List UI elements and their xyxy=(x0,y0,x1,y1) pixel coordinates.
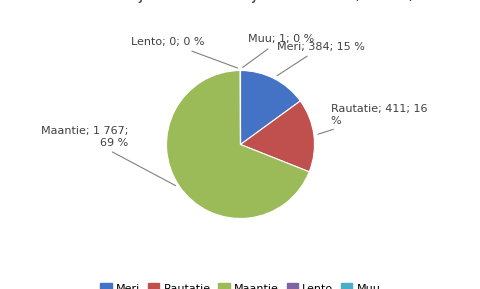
Wedge shape xyxy=(240,101,314,172)
Title: Vientikuljetukset Venäjälle v.2012 (1000t): Vientikuljetukset Venäjälle v.2012 (1000… xyxy=(67,0,413,3)
Text: Maantie; 1 767;
69 %: Maantie; 1 767; 69 % xyxy=(41,126,175,186)
Wedge shape xyxy=(240,71,300,144)
Text: Meri; 384; 15 %: Meri; 384; 15 % xyxy=(276,42,365,76)
Text: Muu; 1; 0 %: Muu; 1; 0 % xyxy=(242,34,313,67)
Legend: Meri, Rautatie, Maantie, Lento, Muu: Meri, Rautatie, Maantie, Lento, Muu xyxy=(98,281,382,289)
Text: Rautatie; 411; 16
%: Rautatie; 411; 16 % xyxy=(317,104,426,134)
Wedge shape xyxy=(166,71,309,218)
Text: Lento; 0; 0 %: Lento; 0; 0 % xyxy=(131,37,237,68)
